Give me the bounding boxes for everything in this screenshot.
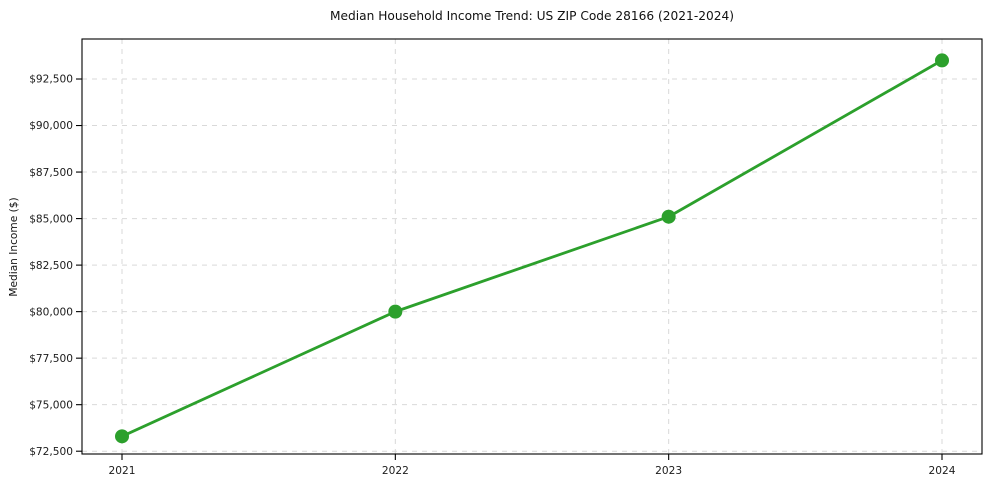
- y-tick-label: $92,500: [29, 74, 73, 86]
- x-tick-label: 2022: [382, 465, 409, 477]
- y-tick-label: $87,500: [29, 167, 73, 179]
- data-point-marker: [935, 53, 949, 68]
- plot-border: [81, 38, 983, 455]
- y-tick-label: $75,000: [29, 399, 73, 411]
- y-tick-label: $90,000: [29, 120, 73, 132]
- trend-line: [120, 59, 944, 438]
- chart-title: Median Household Income Trend: US ZIP Co…: [330, 9, 734, 23]
- data-point-marker: [661, 209, 676, 224]
- y-tick-label: $85,000: [29, 213, 73, 225]
- data-point-marker: [388, 304, 403, 319]
- x-tick-label: 2024: [929, 465, 956, 477]
- x-tick-label: 2021: [109, 465, 136, 477]
- data-point-marker: [115, 429, 129, 444]
- y-tick-label: $82,500: [29, 260, 73, 272]
- y-tick-label: $77,500: [29, 353, 73, 365]
- x-tick-label: 2023: [655, 465, 682, 477]
- y-tick-label: $80,000: [29, 306, 73, 318]
- y-tick-label: $72,500: [29, 446, 73, 458]
